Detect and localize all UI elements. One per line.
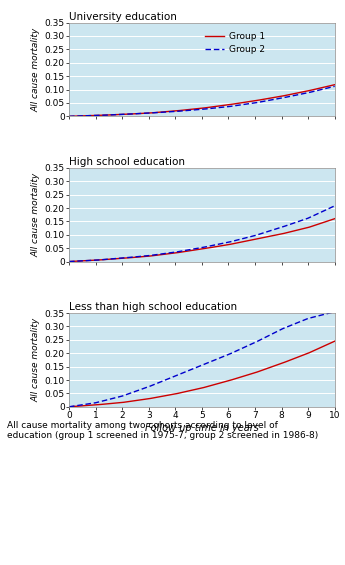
Legend: Group 1, Group 2: Group 1, Group 2 bbox=[201, 28, 269, 58]
Y-axis label: All cause mortality: All cause mortality bbox=[31, 27, 41, 111]
Text: High school education: High school education bbox=[69, 157, 185, 167]
X-axis label: Follow up time in years: Follow up time in years bbox=[145, 423, 259, 433]
Y-axis label: All cause mortality: All cause mortality bbox=[31, 172, 41, 257]
Text: Less than high school education: Less than high school education bbox=[69, 302, 237, 312]
Text: All cause mortality among two cohorts according to level of
education (group 1 s: All cause mortality among two cohorts ac… bbox=[7, 421, 318, 440]
Text: University education: University education bbox=[69, 12, 177, 22]
Y-axis label: All cause mortality: All cause mortality bbox=[31, 318, 41, 402]
